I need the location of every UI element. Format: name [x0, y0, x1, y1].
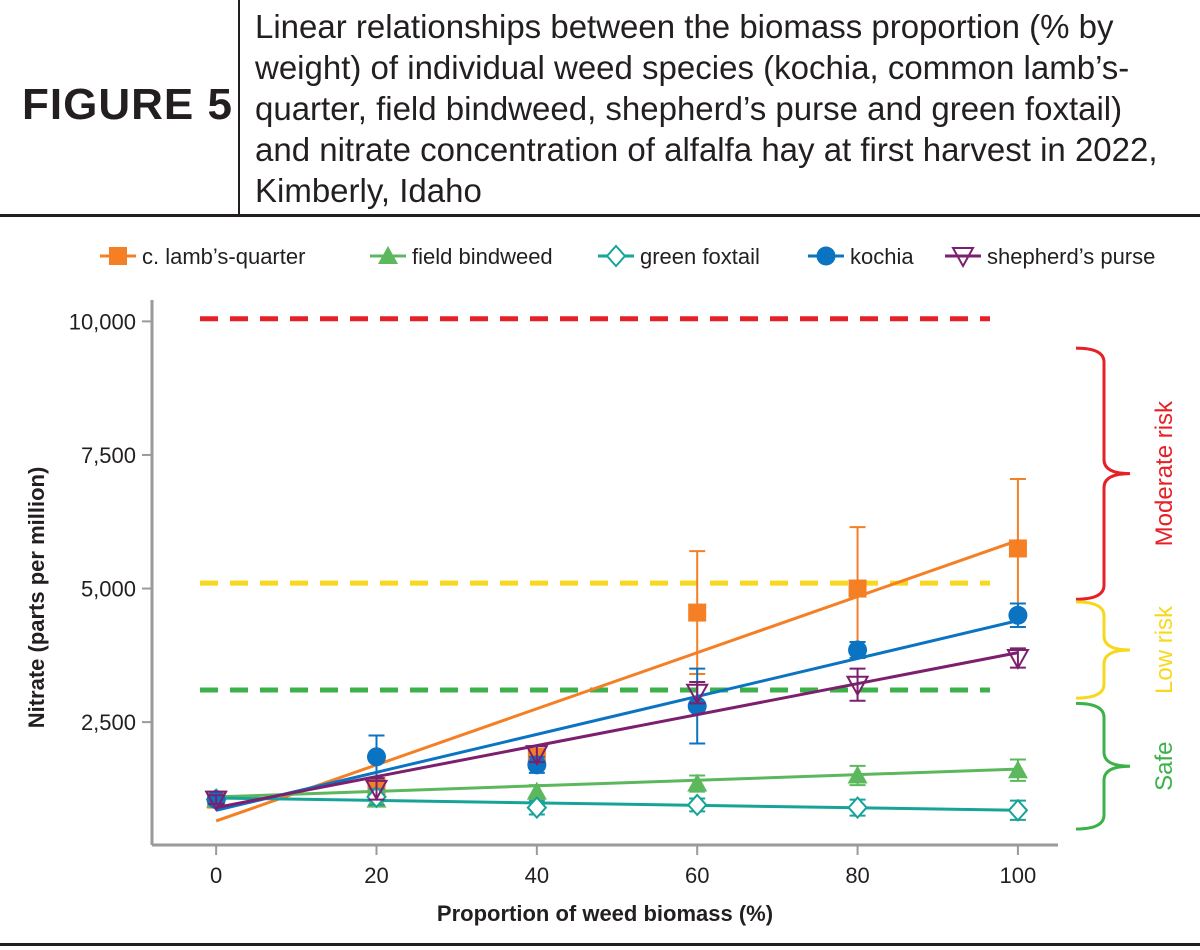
- fit-line: [216, 796, 1018, 812]
- data-point: [1007, 798, 1029, 822]
- legend-marker: [378, 246, 398, 264]
- x-tick-label: 100: [1000, 863, 1037, 888]
- risk-brace-2: [1075, 701, 1131, 831]
- fit-line: [215, 619, 1019, 812]
- figure-header: FIGURE 5 Linear relationships between th…: [0, 0, 1200, 217]
- data-point: [688, 603, 707, 622]
- x-tick-label: 40: [525, 863, 549, 888]
- series-4: [204, 647, 1030, 812]
- x-tick-label: 0: [210, 863, 222, 888]
- x-tick-label: 20: [364, 863, 388, 888]
- y-tick-label: 10,000: [69, 309, 136, 334]
- data-point: [1007, 760, 1028, 779]
- legend-entry-3: kochia: [808, 244, 914, 269]
- x-tick-label: 80: [845, 863, 869, 888]
- legend-label: field bindweed: [412, 244, 553, 269]
- data-point: [1008, 539, 1027, 558]
- fit-line: [215, 651, 1019, 810]
- risk-label-0: Moderate risk: [1151, 400, 1178, 546]
- legend-label: c. lamb’s-quarter: [142, 244, 305, 269]
- y-tick-label: 7,500: [81, 443, 136, 468]
- risk-label-1: Low risk: [1151, 605, 1178, 694]
- legend-entry-2: green foxtail: [598, 244, 760, 269]
- y-tick-label: 2,500: [81, 710, 136, 735]
- risk-label-2: Safe: [1151, 742, 1178, 791]
- legend-label: kochia: [850, 244, 914, 269]
- data-point: [364, 779, 389, 801]
- data-point: [687, 773, 708, 792]
- y-tick-label: 5,000: [81, 577, 136, 602]
- legend-marker: [109, 247, 127, 265]
- data-point: [847, 765, 868, 784]
- series-0: [207, 477, 1027, 823]
- data-point: [366, 747, 386, 767]
- data-point: [526, 796, 548, 820]
- data-point: [848, 640, 868, 660]
- data-point: [204, 790, 228, 812]
- x-tick-label: 60: [685, 863, 709, 888]
- y-axis-label: Nitrate (parts per million): [24, 467, 49, 729]
- risk-brace-0: [1075, 346, 1131, 601]
- legend-entry-0: c. lamb’s-quarter: [100, 244, 305, 269]
- legend-marker: [605, 244, 627, 268]
- data-point: [1006, 648, 1030, 671]
- fit-line: [215, 539, 1019, 823]
- legend-entry-4: shepherd’s purse: [945, 244, 1155, 269]
- series-3: [206, 602, 1028, 812]
- data-point: [687, 696, 707, 716]
- data-point: [848, 579, 867, 598]
- data-point: [847, 796, 868, 820]
- figure-label: FIGURE 5: [22, 80, 233, 129]
- header-divider: [238, 0, 240, 214]
- legend-marker: [951, 247, 975, 269]
- nitrate-chart: 2,500 5,000 7,500 10,000 0 20 40 60 80 100 Proport…: [24, 244, 1178, 926]
- data-point: [686, 793, 708, 817]
- legend-entry-1: field bindweed: [370, 244, 553, 269]
- legend-marker: [816, 246, 836, 266]
- fit-line: [216, 767, 1018, 799]
- data-point: [526, 781, 547, 800]
- legend-label: shepherd’s purse: [987, 244, 1155, 269]
- data-point: [1008, 605, 1028, 625]
- figure-caption: Linear relationships between the biomass…: [255, 8, 1158, 209]
- data-point: [525, 745, 549, 767]
- risk-brace-1: [1075, 600, 1131, 700]
- legend-label: green foxtail: [640, 244, 760, 269]
- x-axis-label: Proportion of weed biomass (%): [437, 901, 773, 926]
- data-point: [845, 675, 870, 697]
- data-point: [685, 683, 709, 705]
- bottom-rule: [0, 943, 1200, 946]
